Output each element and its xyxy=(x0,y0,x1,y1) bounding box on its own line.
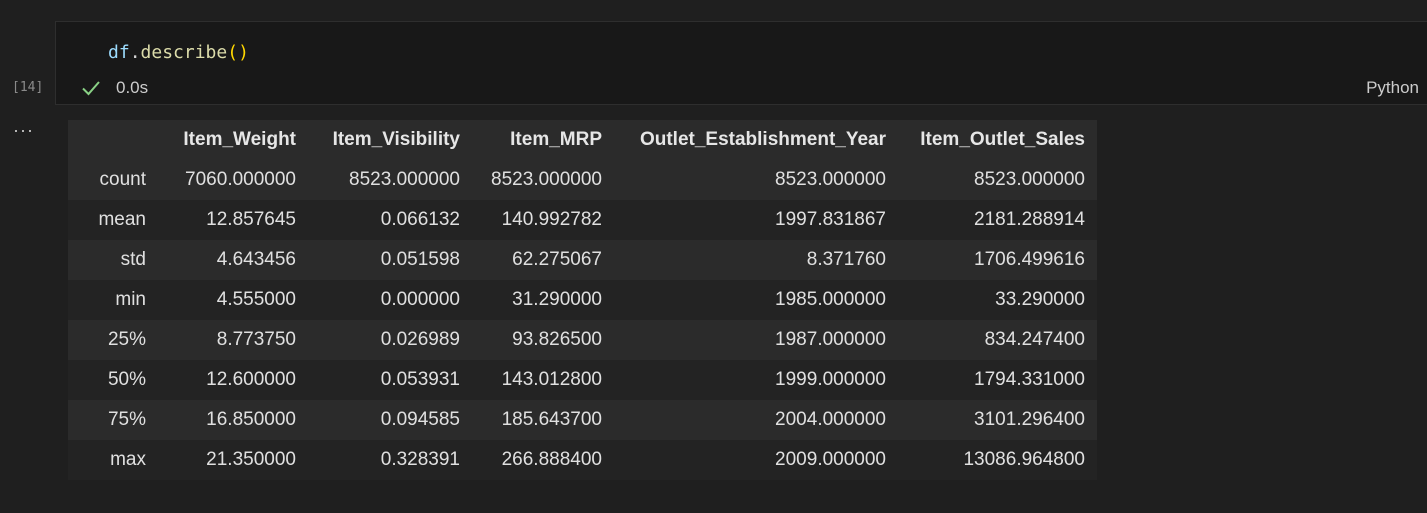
table-cell: 7060.000000 xyxy=(185,169,296,190)
table-cell: 140.992782 xyxy=(501,209,602,230)
table-row: mean 12.857645 0.066132 140.992782 1997.… xyxy=(68,200,1097,240)
row-label: count xyxy=(99,169,146,190)
code-parens: () xyxy=(227,42,249,63)
table-cell: 8.371760 xyxy=(806,249,886,270)
table-cell: 12.600000 xyxy=(206,369,296,390)
column-header: Item_Outlet_Sales xyxy=(898,120,1097,160)
row-label: mean xyxy=(98,209,146,230)
table-cell: 1987.000000 xyxy=(775,329,886,350)
table-cell: 21.350000 xyxy=(206,449,296,470)
output-area: Item_Weight Item_Visibility Item_MRP Out… xyxy=(68,120,1097,480)
table-cell: 0.051598 xyxy=(380,249,460,270)
table-cell: 4.555000 xyxy=(216,289,296,310)
row-label: max xyxy=(110,449,146,470)
table-cell: 8523.000000 xyxy=(491,169,602,190)
column-header: Item_Visibility xyxy=(308,120,472,160)
table-cell: 4.643456 xyxy=(216,249,296,270)
table-cell: 0.053931 xyxy=(380,369,460,390)
row-label: std xyxy=(120,249,146,270)
table-row: count 7060.000000 8523.000000 8523.00000… xyxy=(68,160,1097,200)
table-cell: 1985.000000 xyxy=(775,289,886,310)
code-dot: . xyxy=(129,42,141,63)
cell-status: 0.0s xyxy=(80,77,148,99)
table-row: 25% 8.773750 0.026989 93.826500 1987.000… xyxy=(68,320,1097,360)
column-header: Item_Weight xyxy=(158,120,308,160)
table-cell: 0.094585 xyxy=(380,409,460,430)
table-row: 50% 12.600000 0.053931 143.012800 1999.0… xyxy=(68,360,1097,400)
table-row: min 4.555000 0.000000 31.290000 1985.000… xyxy=(68,280,1097,320)
table-cell: 1999.000000 xyxy=(775,369,886,390)
table-cell: 1794.331000 xyxy=(974,369,1085,390)
execution-count: [14] xyxy=(12,80,44,95)
table-cell: 0.026989 xyxy=(380,329,460,350)
table-header-row: Item_Weight Item_Visibility Item_MRP Out… xyxy=(68,120,1097,160)
code-function: describe xyxy=(140,42,228,63)
code-editor[interactable]: df.describe() xyxy=(108,42,249,63)
column-header: Item_MRP xyxy=(472,120,614,160)
row-label: min xyxy=(115,289,146,310)
table-cell: 834.247400 xyxy=(984,329,1085,350)
table-cell: 16.850000 xyxy=(206,409,296,430)
table-cell: 31.290000 xyxy=(512,289,602,310)
table-cell: 0.000000 xyxy=(380,289,460,310)
column-header: Outlet_Establishment_Year xyxy=(614,120,898,160)
table-cell: 185.643700 xyxy=(501,409,602,430)
describe-table: Item_Weight Item_Visibility Item_MRP Out… xyxy=(68,120,1097,480)
check-icon xyxy=(80,77,102,99)
more-icon[interactable]: ··· xyxy=(13,120,34,140)
table-cell: 62.275067 xyxy=(512,249,602,270)
table-cell: 33.290000 xyxy=(995,289,1085,310)
table-cell: 8.773750 xyxy=(216,329,296,350)
table-cell: 12.857645 xyxy=(206,209,296,230)
table-cell: 143.012800 xyxy=(501,369,602,390)
table-cell: 266.888400 xyxy=(501,449,602,470)
language-indicator[interactable]: Python xyxy=(1366,78,1419,97)
table-cell: 3101.296400 xyxy=(974,409,1085,430)
table-cell: 0.066132 xyxy=(380,209,460,230)
table-row: max 21.350000 0.328391 266.888400 2009.0… xyxy=(68,440,1097,480)
table-cell: 93.826500 xyxy=(512,329,602,350)
table-cell: 1706.499616 xyxy=(974,249,1085,270)
row-label: 75% xyxy=(107,409,146,430)
code-variable: df xyxy=(108,42,130,63)
table-cell: 1997.831867 xyxy=(775,209,886,230)
table-row: std 4.643456 0.051598 62.275067 8.371760… xyxy=(68,240,1097,280)
table-cell: 2004.000000 xyxy=(775,409,886,430)
column-header xyxy=(68,120,158,160)
table-cell: 2181.288914 xyxy=(974,209,1085,230)
row-label: 50% xyxy=(107,369,146,390)
table-cell: 8523.000000 xyxy=(974,169,1085,190)
table-cell: 8523.000000 xyxy=(349,169,460,190)
table-row: 75% 16.850000 0.094585 185.643700 2004.0… xyxy=(68,400,1097,440)
table-cell: 0.328391 xyxy=(380,449,460,470)
table-cell: 2009.000000 xyxy=(775,449,886,470)
code-cell[interactable]: df.describe() xyxy=(55,21,1427,105)
row-label: 25% xyxy=(107,329,146,350)
execution-time: 0.0s xyxy=(116,78,149,97)
table-cell: 13086.964800 xyxy=(963,449,1085,470)
table-cell: 8523.000000 xyxy=(775,169,886,190)
